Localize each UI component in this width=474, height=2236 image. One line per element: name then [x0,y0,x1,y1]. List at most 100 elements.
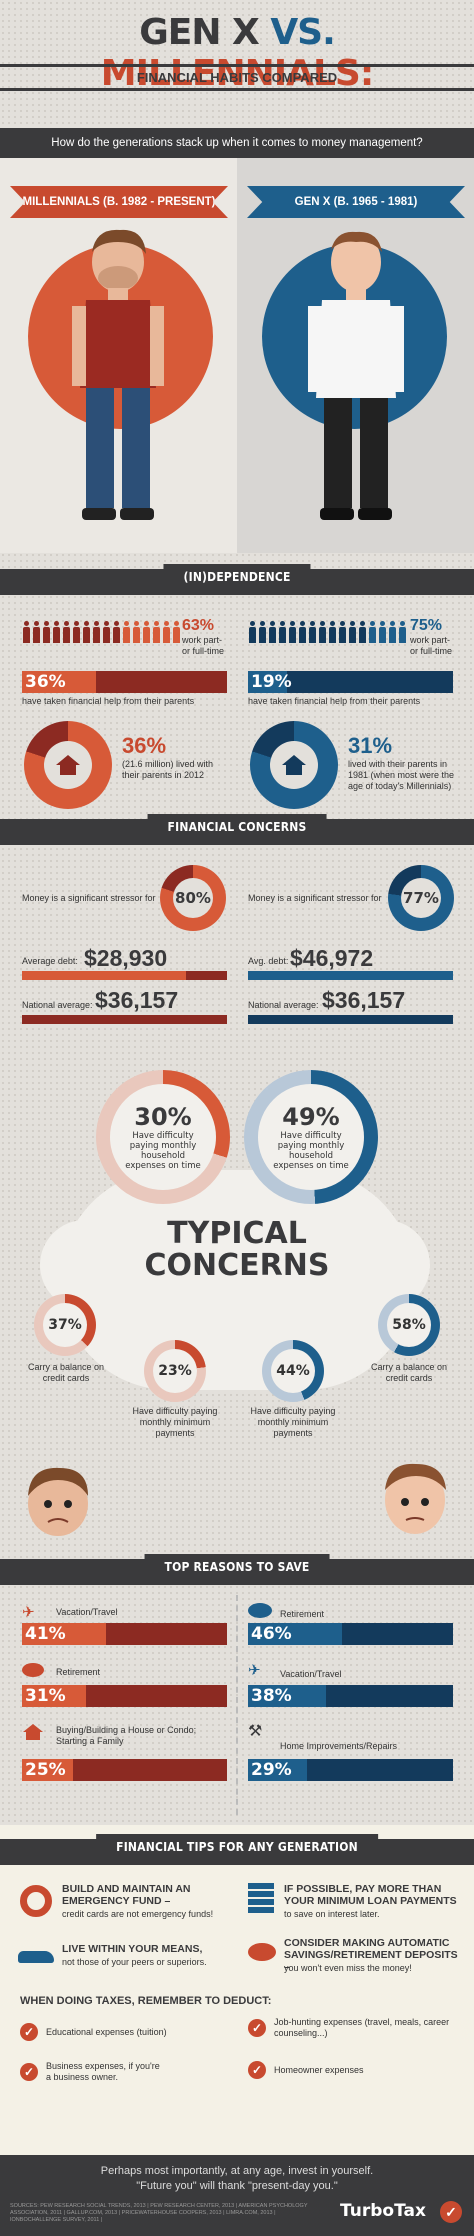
subtitle: FINANCIAL HABITS COMPARED [136,70,338,85]
millennial-debt-bar [22,971,227,980]
millennial-expenses-pct: 30% [134,1103,192,1131]
millennial-lived-text: (21.6 million) lived with their parents … [122,759,214,780]
genx-national-label: National average: [248,1000,319,1010]
genx-reason2-label: Vacation/Travel [280,1669,342,1679]
millennial-credit-text: Carry a balance on credit cards [27,1362,105,1383]
millennial-reason3-bar: 25% [22,1759,227,1781]
genx-expenses-text: Have difficulty paying monthly household… [273,1131,349,1171]
millennial-national-label: National average: [22,1000,93,1010]
person-icon [62,621,71,643]
genx-reason1-pct: 46% [248,1623,343,1645]
millennials-label: MILLENNIALS (B. 1982 - PRESENT) [10,186,228,218]
deduction-1-text: Educational expenses (tuition) [46,2026,167,2037]
genx-credit-pct: 58% [387,1303,431,1347]
person-icon [378,621,387,643]
person-icon [248,621,257,643]
millennial-help-pct: 36% [22,671,96,693]
millennial-stress-pct: 80% [173,878,213,918]
column-divider [236,1595,238,1815]
life-preserver-icon [20,1885,52,1917]
millennial-minimum-text: Have difficulty paying monthly minimum p… [132,1406,218,1438]
person-icon [278,621,287,643]
financial-concerns-section: FINANCIAL CONCERNS Money is a significan… [0,805,474,1050]
person-icon [348,621,357,643]
person-icon [288,621,297,643]
genx-credit-ring: 58% [378,1294,440,1356]
tips-section: FINANCIAL TIPS FOR ANY GENERATION BUILD … [0,1825,474,2155]
genx-reason2-pct: 38% [248,1685,326,1707]
millennial-national-bar [22,1015,227,1024]
person-icon [42,621,51,643]
millennial-stress-ring: 80% [160,865,226,931]
piggy-bank-icon [22,1663,44,1677]
footer-line1: Perhaps most importantly, at any age, in… [100,2165,374,2177]
genx-character-illustration [308,231,404,520]
genx-help-text: have taken financial help from their par… [248,696,421,706]
millennial-help-text: have taken financial help from their par… [22,696,195,706]
person-icon [52,621,61,643]
millennial-debt-value: $28,930 [84,945,168,971]
millennial-reason1-bar: 41% [22,1623,227,1645]
person-icon [102,621,111,643]
genx-debt-label: Avg. debt: [248,956,289,966]
footer: Perhaps most importantly, at any age, in… [0,2155,474,2236]
millennial-reason2-bar: 31% [22,1685,227,1707]
checkmark-icon: ✓ [20,2063,38,2081]
genx-work-text: work part- or full-time [410,635,453,656]
person-icon [388,621,397,643]
person-icon [298,621,307,643]
tip1-text: credit cards are not emergency funds! [62,1909,214,1919]
millennial-reason1-label: Vacation/Travel [56,1607,118,1617]
person-icon [152,621,161,643]
deduction-2: ✓ Job-hunting expenses (travel, meals, ca… [248,2017,454,2039]
genx-stress-pct: 77% [401,878,441,918]
main-title: GEN X VS. MILLENNIALS: [0,12,474,94]
checkmark-icon: ✓ [248,2019,266,2037]
millennial-credit-pct: 37% [43,1303,87,1347]
typical-concerns-title: TYPICAL CONCERNS [0,1218,474,1282]
tip3-title: LIVE WITHIN YOUR MEANS, [62,1943,203,1955]
title-rule-top [0,64,474,67]
tip1-title: BUILD AND MAINTAIN AN EMERGENCY FUND – [62,1883,191,1907]
typical-concerns-section: 30% Have difficulty paying monthly house… [0,1050,474,1455]
person-icon [32,621,41,643]
genx-reason1-bar: 46% [248,1623,453,1645]
person-icon [338,621,347,643]
piggy-bank-icon [248,1603,272,1618]
person-icon [112,621,121,643]
genx-worker-figures [248,621,407,643]
person-icon [172,621,181,643]
millennial-worker-figures [22,621,181,643]
car-icon [18,1951,54,1963]
genx-national-bar [248,1015,453,1024]
title-millennials: MILLENNIALS: [100,53,374,94]
checkmark-icon: ✓ [440,2201,462,2223]
person-icon [132,621,141,643]
piggy-bank-icon [248,1943,276,1961]
person-icon [22,621,31,643]
checkmark-icon: ✓ [248,2061,266,2079]
genx-reason3-label: Home Improvements/Repairs [280,1741,398,1751]
house-icon [270,741,318,789]
person-icon [358,621,367,643]
header: GEN X VS. MILLENNIALS: FINANCIAL HABITS … [0,0,474,130]
deduction-3: ✓ Business expenses, if you're a business… [20,2061,166,2083]
millennial-work-pct: 63% [182,617,215,634]
millennial-national-value: $36,157 [95,987,179,1013]
house-icon [44,741,92,789]
worried-genx-face-illustration [385,1463,446,1534]
person-icon [398,621,407,643]
millennial-stress-text: Money is a significant stressor for [22,893,156,903]
house-icon [23,1724,43,1740]
independence-section: (IN)DEPENDENCE 63% work part- or full-ti… [0,555,474,809]
millennial-reason3-label: Buying/Building a House or Condo; Starti… [56,1725,197,1746]
genx-reason3-bar: 29% [248,1759,453,1781]
person-icon [92,621,101,643]
genx-lived-pct: 31% [348,733,393,758]
genx-help-pct: 19% [248,671,292,693]
genx-minimum-text: Have difficulty paying monthly minimum p… [250,1406,336,1438]
person-icon [258,621,267,643]
genx-expenses-pct: 49% [282,1103,340,1131]
millennial-expenses-text: Have difficulty paying monthly household… [125,1131,201,1171]
genx-home-ring [250,721,338,809]
